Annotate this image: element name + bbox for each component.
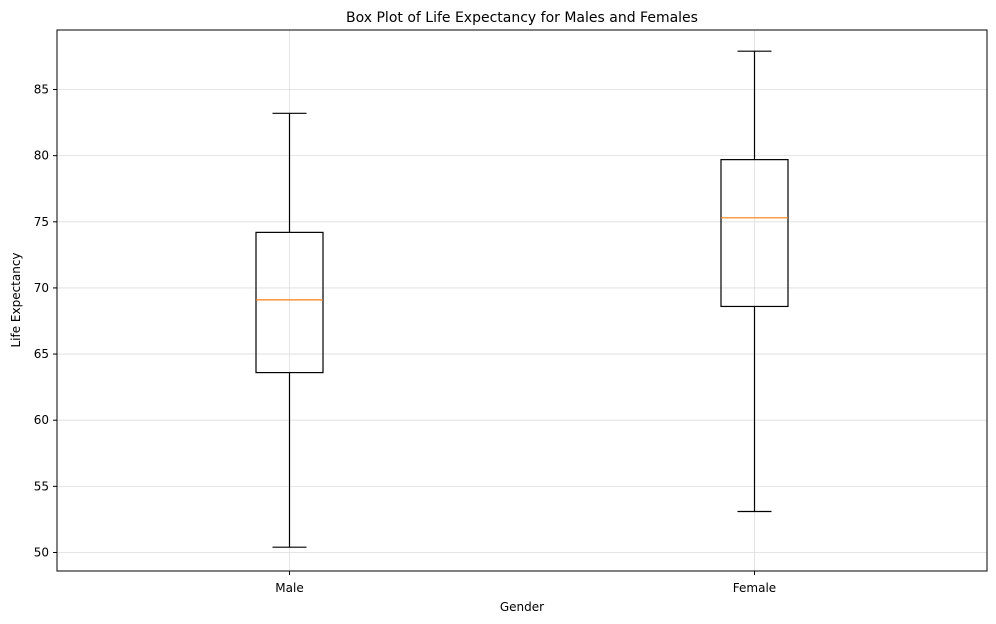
tick-layer: 50 55 60 65 70 75 80 85 Male Female bbox=[34, 83, 776, 595]
box-layer bbox=[255, 50, 789, 548]
x-axis-label: Gender bbox=[500, 600, 544, 614]
y-tick-label: 65 bbox=[34, 347, 49, 361]
x-tick-label-female: Female bbox=[733, 581, 776, 595]
y-tick-label: 75 bbox=[34, 215, 49, 229]
chart-title: Box Plot of Life Expectancy for Males an… bbox=[346, 10, 698, 26]
y-tick-label: 50 bbox=[34, 545, 49, 559]
y-tick-label: 55 bbox=[34, 479, 49, 493]
y-tick-label: 85 bbox=[34, 83, 49, 97]
y-tick-label: 70 bbox=[34, 281, 49, 295]
x-tick-label-male: Male bbox=[275, 581, 303, 595]
y-axis-label: Life Expectancy bbox=[9, 252, 23, 347]
y-tick-label: 60 bbox=[34, 413, 49, 427]
y-tick-label: 80 bbox=[34, 149, 49, 163]
female-box bbox=[720, 159, 789, 308]
male-box bbox=[255, 231, 324, 374]
plot-frame bbox=[56, 29, 988, 572]
